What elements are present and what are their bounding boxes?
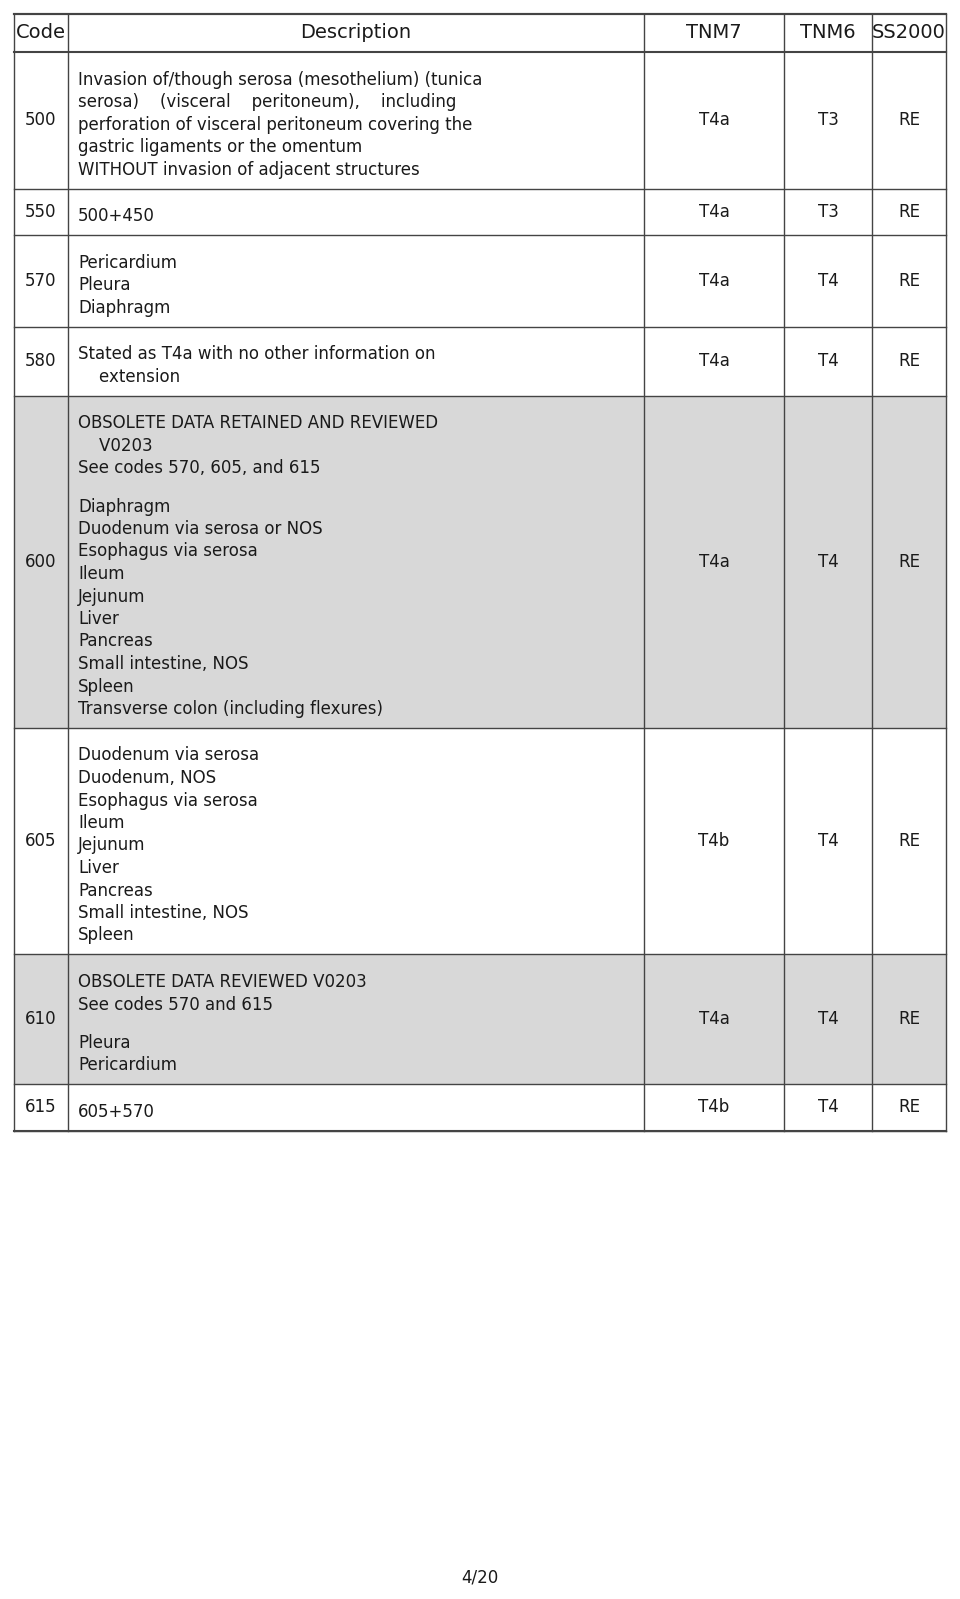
Text: RE: RE xyxy=(898,1011,920,1028)
Text: T4b: T4b xyxy=(698,1099,730,1116)
Text: Pericardium: Pericardium xyxy=(78,254,177,272)
Text: Ileum: Ileum xyxy=(78,814,125,831)
Text: RE: RE xyxy=(898,203,920,221)
Text: OBSOLETE DATA REVIEWED V0203: OBSOLETE DATA REVIEWED V0203 xyxy=(78,974,367,991)
Text: See codes 570 and 615: See codes 570 and 615 xyxy=(78,996,273,1014)
Text: gastric ligaments or the omentum: gastric ligaments or the omentum xyxy=(78,138,362,157)
Text: T4: T4 xyxy=(818,553,838,571)
Text: T4: T4 xyxy=(818,352,838,369)
Bar xyxy=(14,1084,946,1130)
Text: RE: RE xyxy=(898,112,920,130)
Text: T3: T3 xyxy=(818,203,838,221)
Text: Spleen: Spleen xyxy=(78,926,134,945)
Text: T4a: T4a xyxy=(699,352,730,369)
Text: 600: 600 xyxy=(25,553,57,571)
Text: Description: Description xyxy=(300,24,412,43)
Text: Pancreas: Pancreas xyxy=(78,881,153,900)
Text: Diaphragm: Diaphragm xyxy=(78,299,170,317)
Bar xyxy=(14,14,946,53)
Text: Small intestine, NOS: Small intestine, NOS xyxy=(78,903,249,923)
Text: WITHOUT invasion of adjacent structures: WITHOUT invasion of adjacent structures xyxy=(78,161,420,179)
Text: T4: T4 xyxy=(818,1011,838,1028)
Text: 500: 500 xyxy=(25,112,57,130)
Text: TNM6: TNM6 xyxy=(801,24,855,43)
Text: Ileum: Ileum xyxy=(78,564,125,584)
Text: RE: RE xyxy=(898,1099,920,1116)
Bar xyxy=(14,728,946,955)
Text: Code: Code xyxy=(16,24,66,43)
Text: perforation of visceral peritoneum covering the: perforation of visceral peritoneum cover… xyxy=(78,115,472,134)
Text: TNM7: TNM7 xyxy=(686,24,742,43)
Text: RE: RE xyxy=(898,553,920,571)
Text: T4a: T4a xyxy=(699,553,730,571)
Text: Esophagus via serosa: Esophagus via serosa xyxy=(78,542,257,561)
Text: T4b: T4b xyxy=(698,831,730,851)
Text: 610: 610 xyxy=(25,1011,57,1028)
Text: 500+450: 500+450 xyxy=(78,208,155,225)
Text: T4a: T4a xyxy=(699,112,730,130)
Text: Pancreas: Pancreas xyxy=(78,633,153,651)
Text: Spleen: Spleen xyxy=(78,678,134,696)
Text: Pleura: Pleura xyxy=(78,277,131,294)
Text: RE: RE xyxy=(898,272,920,289)
Text: Invasion of/though serosa (mesothelium) (tunica: Invasion of/though serosa (mesothelium) … xyxy=(78,70,482,90)
Text: RE: RE xyxy=(898,831,920,851)
Text: RE: RE xyxy=(898,352,920,369)
Text: Duodenum, NOS: Duodenum, NOS xyxy=(78,769,216,787)
Text: Transverse colon (including flexures): Transverse colon (including flexures) xyxy=(78,700,383,718)
Text: T4: T4 xyxy=(818,1099,838,1116)
Text: 580: 580 xyxy=(25,352,57,369)
Text: V0203: V0203 xyxy=(78,437,153,454)
Text: Jejunum: Jejunum xyxy=(78,587,146,606)
Text: 605: 605 xyxy=(25,831,57,851)
Bar xyxy=(14,955,946,1084)
Text: See codes 570, 605, and 615: See codes 570, 605, and 615 xyxy=(78,459,321,477)
Text: Pleura: Pleura xyxy=(78,1033,131,1052)
Text: Jejunum: Jejunum xyxy=(78,836,146,854)
Text: 615: 615 xyxy=(25,1099,57,1116)
Text: Pericardium: Pericardium xyxy=(78,1057,177,1075)
Text: Stated as T4a with no other information on: Stated as T4a with no other information … xyxy=(78,345,436,363)
Bar xyxy=(14,326,946,395)
Text: serosa)    (visceral    peritoneum),    including: serosa) (visceral peritoneum), including xyxy=(78,93,456,112)
Text: T4a: T4a xyxy=(699,203,730,221)
Text: Diaphragm: Diaphragm xyxy=(78,497,170,515)
Text: 550: 550 xyxy=(25,203,57,221)
Text: T4: T4 xyxy=(818,831,838,851)
Bar xyxy=(14,53,946,189)
Text: OBSOLETE DATA RETAINED AND REVIEWED: OBSOLETE DATA RETAINED AND REVIEWED xyxy=(78,414,438,432)
Text: 605+570: 605+570 xyxy=(78,1103,155,1121)
Text: 570: 570 xyxy=(25,272,57,289)
Text: 4/20: 4/20 xyxy=(462,1569,498,1586)
Text: T4a: T4a xyxy=(699,1011,730,1028)
Text: SS2000: SS2000 xyxy=(872,24,946,43)
Bar xyxy=(14,395,946,728)
Text: extension: extension xyxy=(78,368,180,385)
Text: Small intestine, NOS: Small intestine, NOS xyxy=(78,656,249,673)
Bar xyxy=(14,235,946,326)
Text: Duodenum via serosa or NOS: Duodenum via serosa or NOS xyxy=(78,520,323,537)
Bar xyxy=(14,189,946,235)
Text: T4a: T4a xyxy=(699,272,730,289)
Text: T4: T4 xyxy=(818,272,838,289)
Text: T3: T3 xyxy=(818,112,838,130)
Text: Liver: Liver xyxy=(78,859,119,876)
Text: Liver: Liver xyxy=(78,609,119,628)
Text: Esophagus via serosa: Esophagus via serosa xyxy=(78,792,257,809)
Text: Duodenum via serosa: Duodenum via serosa xyxy=(78,747,259,764)
